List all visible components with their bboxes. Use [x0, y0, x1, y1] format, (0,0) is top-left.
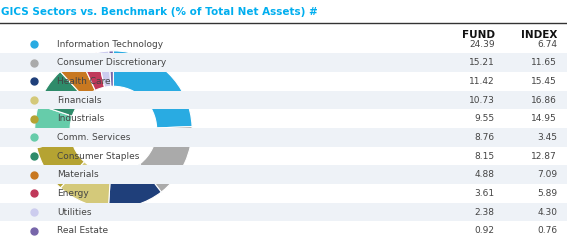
Text: 15.21: 15.21: [469, 58, 494, 67]
FancyBboxPatch shape: [0, 91, 567, 109]
Text: 0.92: 0.92: [475, 226, 494, 235]
Text: Real Estate: Real Estate: [57, 226, 108, 235]
Wedge shape: [60, 58, 95, 98]
Text: Information Technology: Information Technology: [57, 40, 163, 49]
Text: GICS Sectors vs. Benchmark (% of Total Net Assets) #: GICS Sectors vs. Benchmark (% of Total N…: [1, 7, 318, 17]
Text: INDEX: INDEX: [521, 30, 557, 40]
Text: 7.09: 7.09: [537, 170, 557, 179]
Text: 14.95: 14.95: [531, 114, 557, 123]
Text: 9.55: 9.55: [475, 114, 494, 123]
Text: 4.30: 4.30: [537, 208, 557, 216]
Text: Industrials: Industrials: [57, 114, 104, 123]
Text: 3.61: 3.61: [475, 189, 494, 198]
Wedge shape: [108, 164, 161, 208]
FancyBboxPatch shape: [0, 203, 567, 221]
Wedge shape: [113, 51, 192, 128]
Wedge shape: [39, 72, 84, 116]
Text: 4.88: 4.88: [475, 170, 494, 179]
Text: Materials: Materials: [57, 170, 99, 179]
Text: Consumer Staples: Consumer Staples: [57, 151, 139, 161]
Wedge shape: [61, 162, 111, 208]
Text: Utilities: Utilities: [57, 208, 92, 216]
Text: 8.15: 8.15: [475, 151, 494, 161]
Text: 10.73: 10.73: [469, 96, 494, 105]
Wedge shape: [37, 140, 84, 188]
Text: 11.65: 11.65: [531, 58, 557, 67]
Wedge shape: [109, 51, 113, 86]
Text: 24.39: 24.39: [469, 40, 494, 49]
Wedge shape: [81, 53, 104, 90]
FancyBboxPatch shape: [0, 165, 567, 184]
Text: FUND: FUND: [462, 30, 494, 40]
Text: 6.74: 6.74: [537, 40, 557, 49]
Text: Financials: Financials: [57, 96, 101, 105]
Text: 5.89: 5.89: [537, 189, 557, 198]
Text: 2.38: 2.38: [475, 208, 494, 216]
Text: 0.76: 0.76: [537, 226, 557, 235]
Text: Health Care: Health Care: [57, 77, 111, 86]
Text: 15.45: 15.45: [531, 77, 557, 86]
Text: 11.42: 11.42: [469, 77, 494, 86]
FancyBboxPatch shape: [0, 54, 567, 72]
Text: Consumer Discretionary: Consumer Discretionary: [57, 58, 167, 67]
Text: Energy: Energy: [57, 189, 89, 198]
Wedge shape: [35, 105, 72, 148]
FancyBboxPatch shape: [0, 128, 567, 147]
Wedge shape: [139, 126, 192, 192]
Text: Comm. Services: Comm. Services: [57, 133, 130, 142]
Text: 16.86: 16.86: [531, 96, 557, 105]
Text: 3.45: 3.45: [537, 133, 557, 142]
Text: 12.87: 12.87: [531, 151, 557, 161]
Wedge shape: [97, 51, 111, 87]
Text: 8.76: 8.76: [475, 133, 494, 142]
